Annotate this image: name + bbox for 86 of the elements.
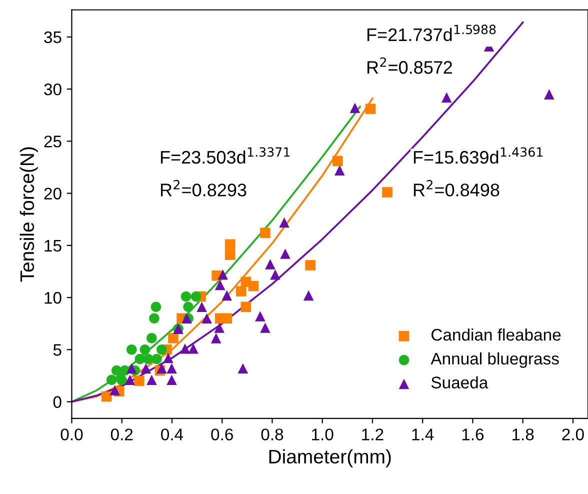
- point: [134, 376, 144, 386]
- point: [143, 354, 154, 364]
- point: [202, 313, 212, 324]
- x-tick-label: 0.4: [161, 428, 184, 440]
- point: [224, 250, 236, 260]
- point: [214, 322, 224, 333]
- point: [183, 302, 194, 312]
- point: [166, 374, 177, 386]
- point: [149, 313, 160, 324]
- point: [280, 248, 290, 259]
- x-tick-label: 1.6: [462, 428, 484, 440]
- point: [350, 102, 360, 113]
- y-tick-label: 15: [44, 240, 62, 252]
- point: [270, 269, 280, 280]
- x-tick-label: 1.2: [362, 428, 384, 440]
- point: [180, 291, 192, 302]
- x-axis-title: Diameter(mm): [269, 449, 391, 468]
- point: [240, 302, 252, 312]
- annotation: R$^{2}$=0.8572: [367, 57, 452, 74]
- y-tick-label: 20: [44, 188, 62, 200]
- point: [180, 343, 190, 354]
- point: [222, 313, 232, 324]
- point: [305, 260, 316, 270]
- point: [152, 354, 162, 364]
- point: [126, 344, 137, 355]
- point: [222, 290, 232, 301]
- point: [544, 89, 554, 100]
- annotation: F=21.737d$^{1.5988}$: [367, 24, 496, 42]
- legend-label: Candian fleabane: [432, 328, 561, 341]
- x-tick-label: 2.0: [562, 428, 584, 440]
- point: [101, 391, 112, 402]
- x-tick-label: 0.8: [261, 428, 284, 440]
- legend-label: Suaeda: [431, 376, 488, 388]
- point: [163, 352, 174, 364]
- point: [188, 343, 198, 354]
- point: [146, 333, 157, 344]
- annotation: F=15.639d$^{1.4361}$: [414, 147, 543, 164]
- x-tick-label: 1.4: [412, 428, 434, 440]
- x-tick-label: 1.0: [312, 428, 334, 440]
- point: [332, 156, 343, 166]
- point: [124, 374, 136, 386]
- point: [214, 280, 226, 290]
- point: [146, 374, 157, 386]
- annotation: R$^{2}$=0.8498: [414, 180, 500, 196]
- x-tick-label: 1.8: [512, 428, 534, 440]
- y-tick-label: 30: [44, 83, 62, 96]
- point: [156, 344, 167, 355]
- point: [140, 344, 150, 355]
- y-tick-label: 10: [44, 292, 62, 304]
- point: [248, 280, 259, 292]
- annotation: R$^{2}$=0.8293: [160, 180, 246, 196]
- point: [260, 228, 270, 238]
- point: [334, 165, 345, 176]
- point: [218, 269, 228, 280]
- point: [106, 374, 117, 386]
- point: [126, 363, 137, 374]
- point: [110, 385, 120, 396]
- point: [196, 302, 207, 312]
- point: [265, 259, 276, 270]
- y-tick-label: 25: [44, 136, 62, 148]
- annotation: F=23.503d$^{1.3371}$: [160, 147, 290, 164]
- point: [442, 92, 452, 103]
- point: [116, 374, 127, 386]
- point: [255, 311, 266, 322]
- y-tick-label: 0: [53, 396, 62, 408]
- point: [365, 104, 376, 114]
- x-tick-label: 0.6: [211, 428, 233, 440]
- x-tick-label: 0.0: [60, 428, 83, 440]
- legend-label: Annual bluegrass: [430, 352, 559, 368]
- point: [238, 363, 248, 374]
- point: [168, 333, 178, 344]
- point: [382, 187, 392, 198]
- point: [279, 217, 290, 228]
- point: [150, 302, 162, 312]
- point: [140, 363, 152, 374]
- y-tick-label: 35: [44, 31, 62, 44]
- point: [303, 290, 314, 301]
- point: [190, 291, 202, 302]
- point: [260, 322, 270, 333]
- point: [166, 363, 177, 374]
- point: [236, 286, 246, 296]
- x-tick-label: 0.2: [110, 428, 133, 440]
- y-tick-label: 5: [53, 344, 62, 356]
- y-axis-title: Tensile force(N): [20, 147, 38, 282]
- point: [210, 333, 222, 344]
- point: [224, 239, 236, 250]
